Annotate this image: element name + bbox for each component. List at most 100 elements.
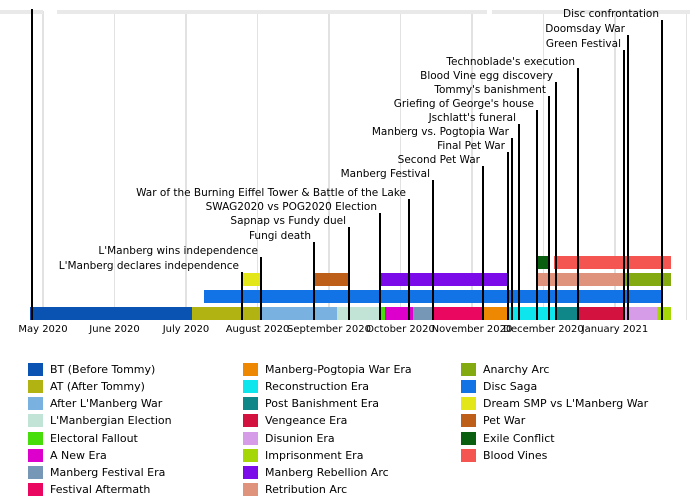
event-label: Final Pet War <box>437 140 505 152</box>
era-bar <box>313 273 348 286</box>
event-label: Technoblade's execution <box>446 56 575 68</box>
legend-label: Pet War <box>483 414 526 428</box>
era-bar <box>260 307 337 320</box>
event-label: Tommy's banishment <box>434 84 546 96</box>
legend-swatch <box>243 363 258 376</box>
event-line <box>432 180 434 320</box>
plot-top-band <box>0 10 43 14</box>
era-bar <box>385 307 413 320</box>
legend-swatch <box>461 363 476 376</box>
legend-label: Anarchy Arc <box>483 363 550 376</box>
month-gridline <box>256 11 259 320</box>
era-bar <box>554 256 671 269</box>
event-line <box>379 213 381 320</box>
era-bar <box>577 307 625 320</box>
event-line <box>577 68 579 320</box>
era-bar <box>482 307 507 320</box>
era-bar <box>413 307 432 320</box>
x-tick-label: May 2020 <box>18 324 68 335</box>
event-line <box>313 242 315 320</box>
event-label: War of the Burning Eiffel Tower & Battle… <box>136 187 406 199</box>
legend-swatch <box>243 397 258 411</box>
x-tick-label: September 2020 <box>287 324 371 335</box>
month-gridline <box>399 11 402 320</box>
era-bar <box>536 273 625 286</box>
era-bar <box>337 307 380 320</box>
legend-swatch <box>243 414 258 428</box>
x-tick-label: July 2020 <box>162 324 210 335</box>
month-gridline <box>685 11 688 320</box>
month-gridline <box>542 11 545 320</box>
legend-label: Post Banishment Era <box>265 397 380 411</box>
legend-label: Manberg Festival Era <box>50 465 166 479</box>
event-line <box>623 50 625 320</box>
event-label: Second Pet War <box>397 154 480 166</box>
event-label: L'Manberg declares independence <box>58 260 239 272</box>
event-label: Disc confrontation <box>563 8 659 20</box>
month-gridline <box>42 11 44 320</box>
era-bar <box>379 273 507 286</box>
legend-label: AT (After Tommy) <box>50 380 145 394</box>
legend-swatch <box>28 431 43 445</box>
event-label: Green Festival <box>545 38 621 50</box>
event-label: Doomsday War <box>545 23 625 35</box>
legend-swatch <box>243 448 258 462</box>
era-bar <box>625 273 671 286</box>
era-bar <box>30 307 192 320</box>
legend-label: Electoral Fallout <box>50 431 138 445</box>
legend-label: Reconstruction Era <box>265 380 370 394</box>
legend-swatch <box>243 483 258 497</box>
era-bar <box>625 307 657 320</box>
legend-swatch <box>461 397 476 411</box>
event-label: Manberg vs. Pogtopia War <box>371 126 509 138</box>
legend-label: Dream SMP vs L'Manberg War <box>483 397 649 411</box>
legend-label: Exile Conflict <box>483 431 555 445</box>
legend-label: BT (Before Tommy) <box>50 363 156 376</box>
event-label: Jschlatt's funeral <box>428 112 516 124</box>
event-line <box>241 272 243 320</box>
event-line <box>482 166 484 320</box>
event-label: Blood Vine egg discovery <box>420 70 553 82</box>
legend-label: Manberg-Pogtopia War Era <box>265 363 412 376</box>
month-gridline <box>328 11 330 320</box>
legend-label: Manberg Rebellion Arc <box>265 465 389 479</box>
legend-swatch <box>243 431 258 445</box>
month-gridline <box>113 11 116 320</box>
legend-label: Vengeance Era <box>265 414 348 428</box>
plot-top-band <box>492 10 690 14</box>
event-label: L'Manberg wins independence <box>98 245 258 257</box>
legend-swatch <box>461 380 476 394</box>
event-line <box>555 82 557 320</box>
month-gridline <box>185 11 187 320</box>
era-bar <box>241 273 260 286</box>
legend-swatch <box>28 465 43 479</box>
x-tick-label: January 2021 <box>581 324 649 335</box>
legend-label: Imprisonment Era <box>265 448 364 462</box>
legend-swatch <box>461 448 476 462</box>
legend-label: L'Manbergian Election <box>50 414 172 428</box>
legend-swatch <box>243 380 258 394</box>
event-label: Manberg Festival <box>340 168 430 180</box>
era-bar <box>432 307 482 320</box>
era-bar <box>657 307 671 320</box>
event-line <box>536 110 538 320</box>
event-label: Fungi death <box>248 230 311 242</box>
x-tick-label: June 2020 <box>89 324 140 335</box>
event-line <box>260 257 262 320</box>
event-label: SWAG2020 vs POG2020 Election <box>205 201 377 213</box>
event-line <box>348 227 350 320</box>
event-label: Sapnap vs Fundy duel <box>230 215 346 227</box>
legend-label: Retribution Arc <box>265 483 348 497</box>
legend-label: Blood Vines <box>483 448 548 462</box>
x-tick-label: October 2020 <box>366 324 435 335</box>
legend-swatch <box>28 380 43 394</box>
event-line <box>661 20 663 320</box>
x-tick-label: December 2020 <box>503 324 584 335</box>
x-tick-label: August 2020 <box>225 324 290 335</box>
x-tick-label: November 2020 <box>431 324 513 335</box>
month-gridline <box>614 11 616 320</box>
legend-swatch <box>28 448 43 462</box>
era-bar <box>380 307 385 320</box>
event-line <box>408 199 410 320</box>
event-line <box>518 124 520 320</box>
